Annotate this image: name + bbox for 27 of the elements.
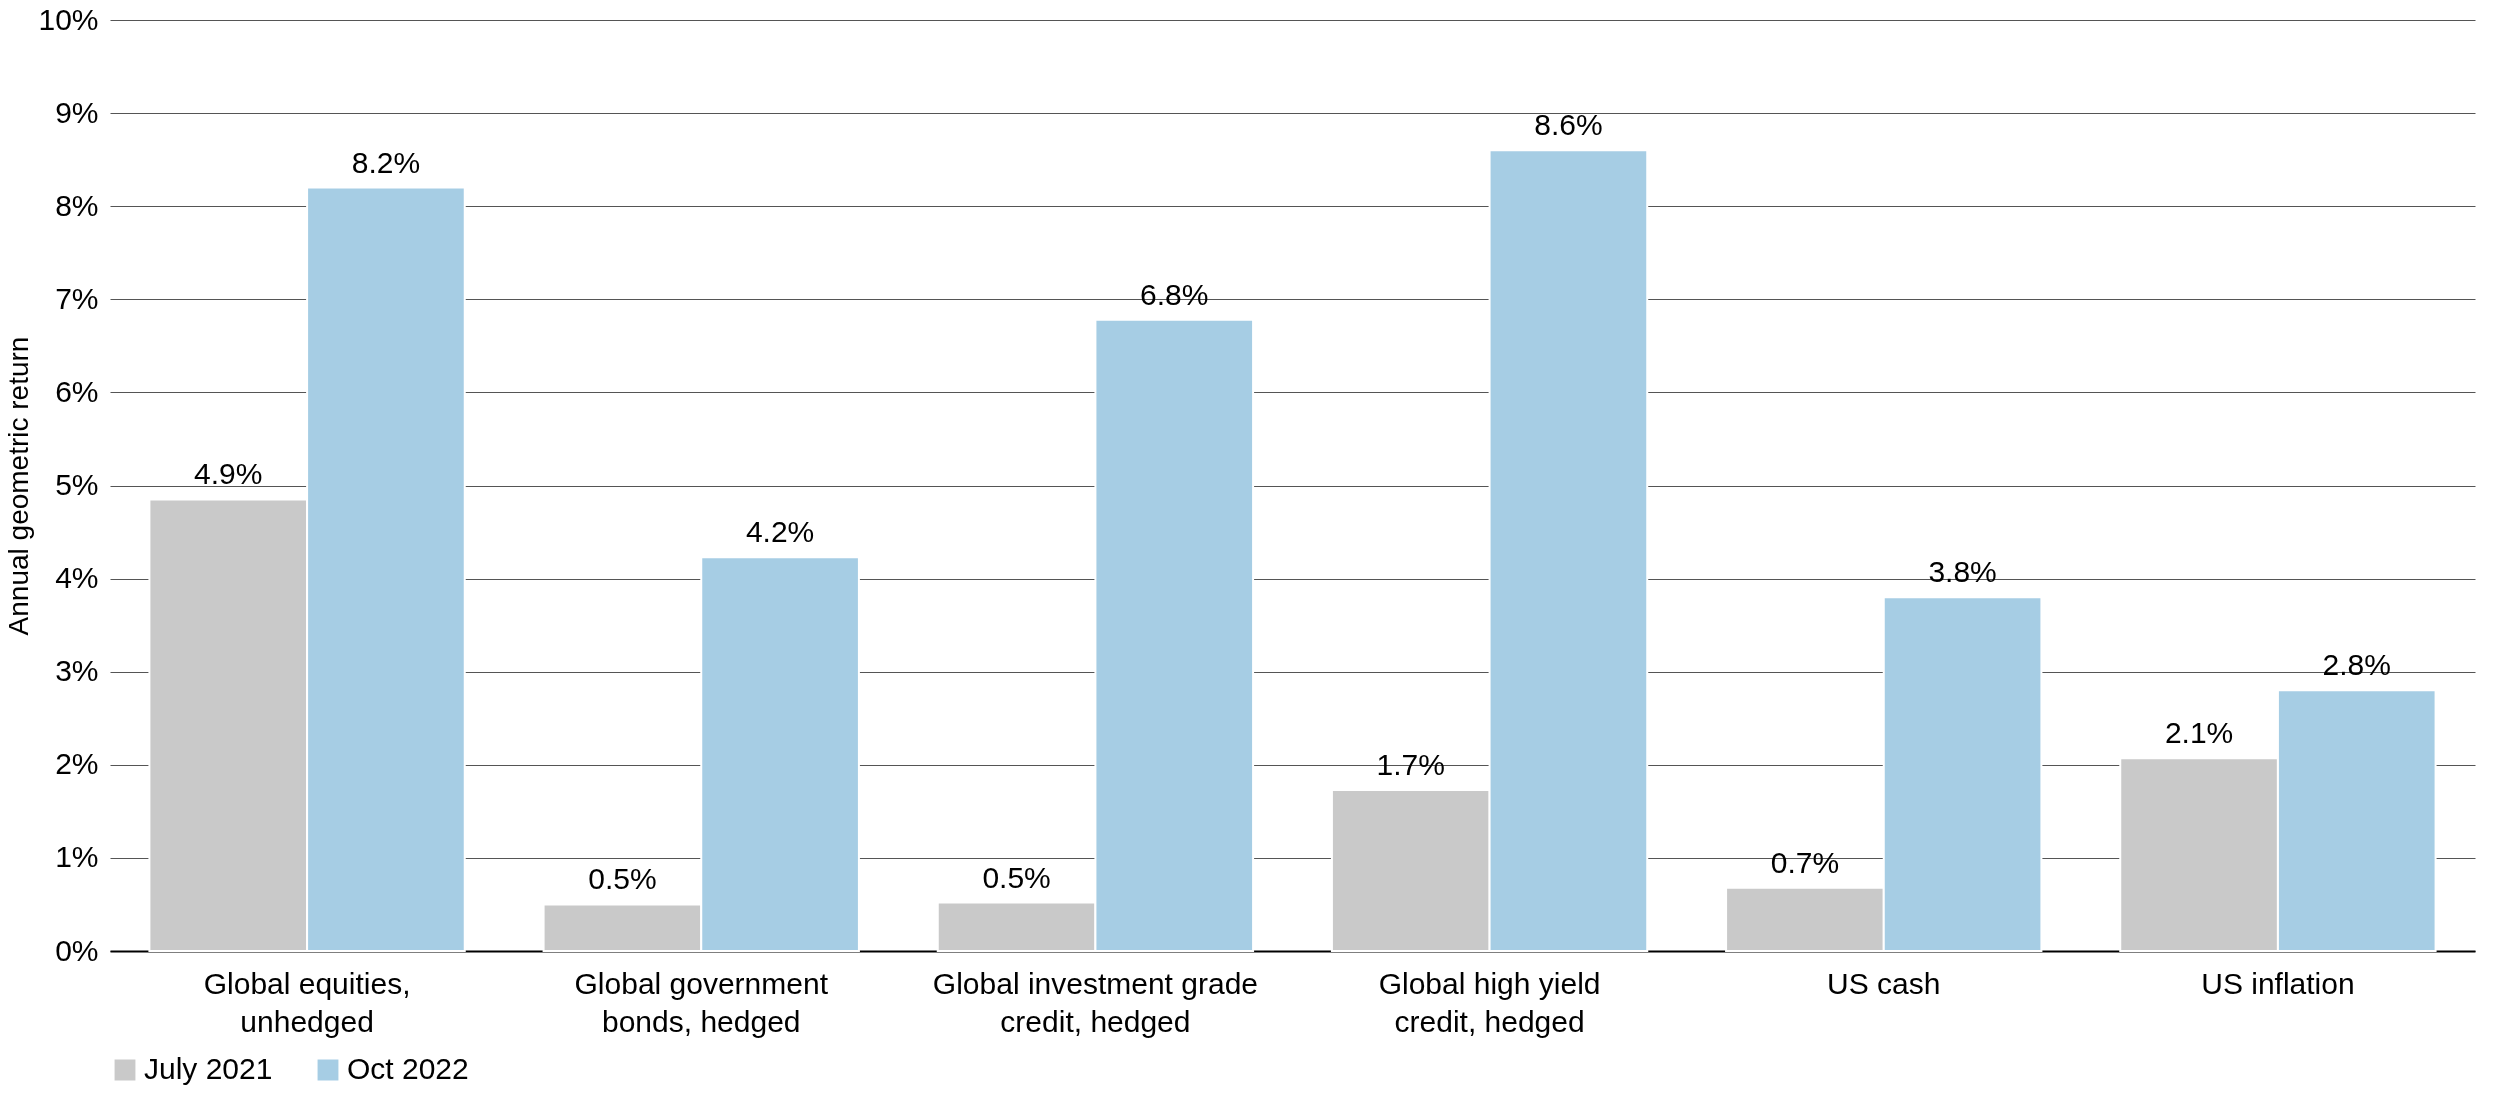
legend-label: Oct 2022 (347, 1052, 469, 1085)
y-tick-label: 4% (55, 561, 99, 595)
x-tick-label: Global investment grade credit, hedged (932, 966, 1259, 1038)
x-tick-label: Global government bonds, hedged (574, 966, 829, 1038)
y-axis-title: Annual geometric return (3, 336, 35, 636)
y-tick-label: 1% (55, 840, 99, 874)
y-tick-label: 3% (55, 654, 99, 688)
legend-label: July 2021 (144, 1052, 273, 1085)
y-tick-label: 10% (38, 2, 99, 36)
y-tick-label: 2% (55, 747, 99, 781)
data-label: 8.2% (351, 145, 421, 179)
x-tick-label: Global high yield credit, hedged (1378, 966, 1601, 1038)
y-tick-label: 9% (55, 95, 99, 129)
x-tick-label: US inflation (2201, 966, 2355, 1000)
y-tick-label: 6% (55, 374, 99, 408)
data-label: 4.9% (194, 457, 263, 491)
y-tick-label: 0% (55, 933, 99, 967)
x-tick-label: Global equities, unhedged (203, 966, 411, 1038)
y-tick-label: 5% (55, 468, 99, 501)
y-tick-label: 8% (55, 188, 99, 222)
data-label: 2.1% (2164, 716, 2234, 750)
data-label: 0.5% (982, 860, 1051, 894)
data-label: 0.5% (588, 862, 657, 896)
data-label: 4.2% (745, 515, 815, 549)
x-tick-label: US cash (1827, 966, 1941, 1000)
data-label: 8.6% (1534, 108, 1603, 142)
y-tick-label: 7% (55, 281, 99, 315)
